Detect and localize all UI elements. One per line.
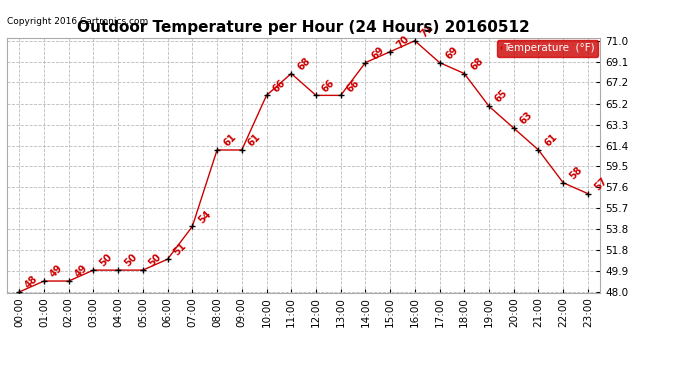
Text: 49: 49	[48, 263, 65, 280]
Text: 68: 68	[295, 56, 312, 72]
Text: 50: 50	[97, 252, 115, 269]
Text: 69: 69	[370, 45, 386, 61]
Text: 70: 70	[394, 34, 411, 50]
Text: 49: 49	[73, 263, 90, 280]
Text: 61: 61	[542, 132, 560, 148]
Text: 50: 50	[122, 252, 139, 269]
Text: 68: 68	[469, 56, 485, 72]
Title: Outdoor Temperature per Hour (24 Hours) 20160512: Outdoor Temperature per Hour (24 Hours) …	[77, 20, 530, 35]
Text: 63: 63	[518, 110, 535, 127]
Text: 61: 61	[221, 132, 238, 148]
Text: 58: 58	[567, 165, 584, 182]
Text: 61: 61	[246, 132, 263, 148]
Text: 69: 69	[444, 45, 460, 61]
Legend: Temperature  (°F): Temperature (°F)	[497, 40, 598, 57]
Text: 66: 66	[320, 77, 337, 94]
Text: 66: 66	[270, 77, 287, 94]
Text: 51: 51	[172, 241, 188, 258]
Text: 71: 71	[419, 23, 435, 39]
Text: Copyright 2016 Cartronics.com: Copyright 2016 Cartronics.com	[7, 17, 148, 26]
Text: 66: 66	[345, 77, 362, 94]
Text: 54: 54	[197, 209, 213, 225]
Text: 48: 48	[23, 274, 40, 291]
Text: 57: 57	[592, 176, 609, 192]
Text: 65: 65	[493, 88, 510, 105]
Text: 50: 50	[147, 252, 164, 269]
